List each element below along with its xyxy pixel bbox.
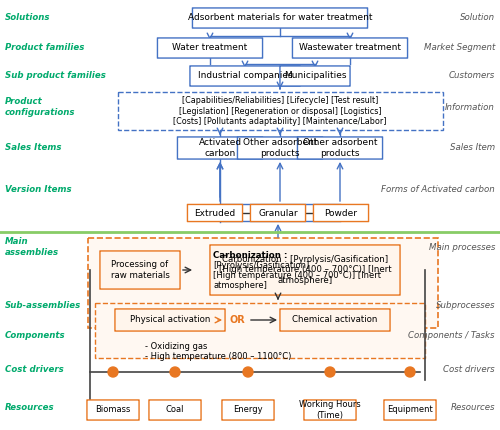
Text: Solution: Solution [460,13,495,22]
Text: Cost drivers: Cost drivers [5,366,64,375]
Text: Physical activation: Physical activation [130,316,210,325]
FancyBboxPatch shape [115,309,225,331]
Text: Information: Information [445,102,495,111]
Text: Activated
carbon: Activated carbon [198,138,242,158]
Text: Granular: Granular [258,209,298,218]
Text: Processing of
raw materials: Processing of raw materials [110,260,170,280]
Text: Carbonization : [Pyrolysis/Gasification]
[High temperature (400 – 700°C)] [Inert: Carbonization : [Pyrolysis/Gasification]… [218,255,392,285]
Text: Powder: Powder [324,209,358,218]
Text: OR: OR [229,315,245,325]
Text: Adsorbent materials for water treatment: Adsorbent materials for water treatment [188,13,372,22]
Text: Other adsorbent
products: Other adsorbent products [303,138,378,158]
Text: Coal: Coal [166,405,184,415]
Text: Main
assemblies: Main assemblies [5,237,59,257]
Circle shape [108,367,118,377]
Text: Resources: Resources [450,403,495,412]
Text: Extruded: Extruded [194,209,235,218]
Text: atmosphere]: atmosphere] [213,280,267,289]
Text: Solutions: Solutions [5,13,51,22]
Circle shape [405,367,415,377]
Text: Equipment: Equipment [387,405,433,415]
Text: Subprocesses: Subprocesses [436,301,495,310]
Text: Components / Tasks: Components / Tasks [408,331,495,340]
Circle shape [170,367,180,377]
Circle shape [325,367,335,377]
Text: - Oxidizing gas
- High temperature (800 – 1100°C): - Oxidizing gas - High temperature (800 … [145,342,292,361]
FancyBboxPatch shape [222,400,274,420]
FancyBboxPatch shape [292,38,408,58]
FancyBboxPatch shape [87,400,139,420]
FancyBboxPatch shape [190,66,300,86]
Text: Water treatment: Water treatment [172,43,248,52]
Text: [High temperature (400 – 700°C)] [Inert: [High temperature (400 – 700°C)] [Inert [213,270,381,280]
Text: Municipalities: Municipalities [284,71,346,80]
Text: Chemical activation: Chemical activation [292,316,378,325]
Text: Working Hours
(Time): Working Hours (Time) [299,400,361,420]
FancyBboxPatch shape [250,204,306,221]
FancyBboxPatch shape [158,38,262,58]
Text: Energy: Energy [233,405,263,415]
FancyBboxPatch shape [298,137,382,159]
Text: [Capabilities/Reliabilities] [Lifecycle] [Test result]
[Legislation] [Regenerati: [Capabilities/Reliabilities] [Lifecycle]… [174,96,387,126]
Text: Product
configurations: Product configurations [5,97,76,117]
Circle shape [243,367,253,377]
FancyBboxPatch shape [210,245,400,295]
FancyBboxPatch shape [149,400,201,420]
Text: Version Items: Version Items [5,185,71,194]
Text: Biomass: Biomass [96,405,130,415]
Text: Sub product families: Sub product families [5,71,106,80]
FancyBboxPatch shape [178,137,262,159]
FancyBboxPatch shape [238,137,322,159]
Text: Main processes: Main processes [428,243,495,252]
Text: Cost drivers: Cost drivers [444,366,495,375]
FancyBboxPatch shape [280,309,390,331]
FancyBboxPatch shape [280,66,350,86]
Text: Product families: Product families [5,43,84,52]
Text: Sub-assemblies: Sub-assemblies [5,301,81,310]
FancyBboxPatch shape [304,400,356,420]
Text: [Pyrolysis/Gasification]: [Pyrolysis/Gasification] [213,261,309,270]
Text: Components: Components [5,331,66,340]
FancyBboxPatch shape [100,251,180,289]
FancyBboxPatch shape [88,238,438,328]
Text: Carbonization :: Carbonization : [213,251,288,259]
Text: Customers: Customers [449,71,495,80]
FancyBboxPatch shape [314,204,368,221]
FancyBboxPatch shape [118,92,443,130]
Text: Resources: Resources [5,403,54,412]
FancyBboxPatch shape [95,303,425,358]
FancyBboxPatch shape [192,8,368,28]
Text: Industrial companies: Industrial companies [198,71,292,80]
Text: Other adsorbent
products: Other adsorbent products [243,138,318,158]
Text: Market Segment: Market Segment [424,43,495,52]
Text: Forms of Activated carbon: Forms of Activated carbon [382,185,495,194]
Text: Sales Item: Sales Item [450,144,495,153]
Text: Wastewater treatment: Wastewater treatment [299,43,401,52]
FancyBboxPatch shape [188,204,242,221]
Text: Sales Items: Sales Items [5,144,62,153]
FancyBboxPatch shape [384,400,436,420]
